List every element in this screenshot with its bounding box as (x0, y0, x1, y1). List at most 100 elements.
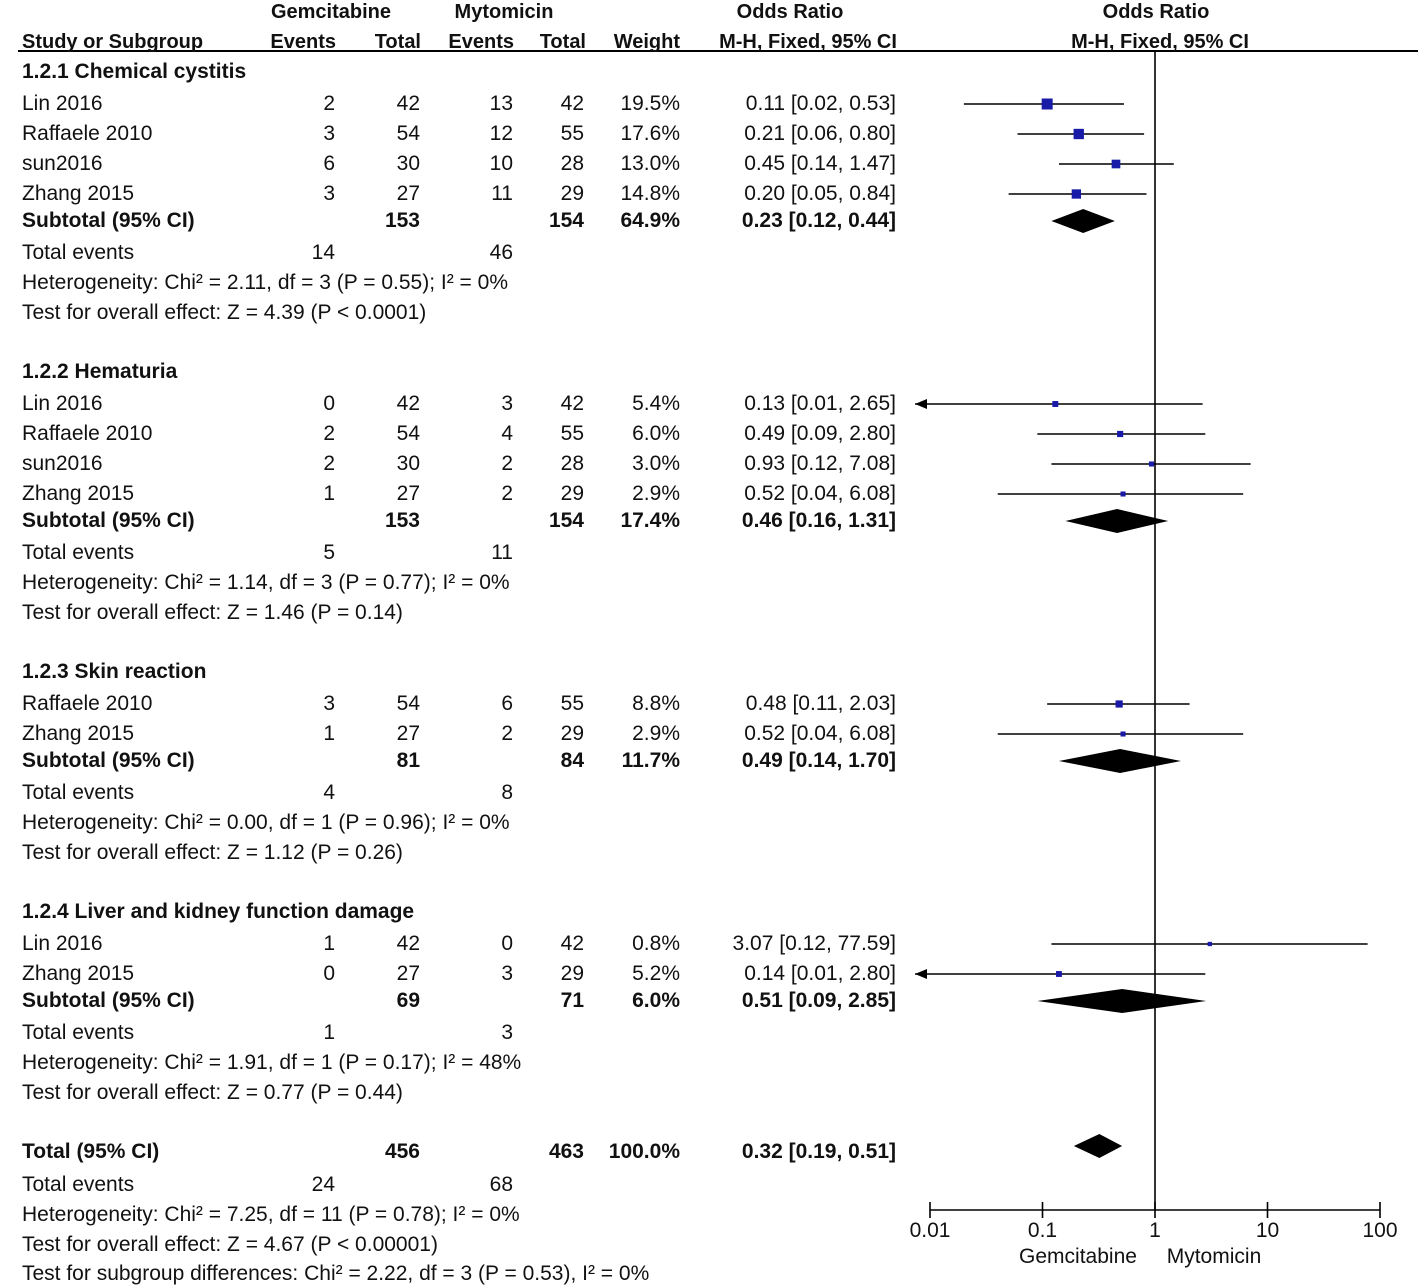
subtotal-group1-total: 69 (397, 989, 420, 1013)
group2-total: 55 (561, 692, 584, 716)
subtotal-odds-ratio: 0.23 [0.12, 0.44] (742, 209, 896, 233)
group1-total: 42 (397, 392, 420, 416)
group1-total: 54 (397, 122, 420, 146)
ci-arrow-left (915, 969, 927, 979)
group1-events: 3 (323, 182, 335, 206)
study-name: Zhang 2015 (22, 482, 134, 506)
overall-effect-text: Test for overall effect: Z = 1.12 (P = 0… (22, 841, 403, 865)
total-events-label: Total events (22, 1021, 134, 1045)
heterogeneity-text: Heterogeneity: Chi² = 1.91, df = 1 (P = … (22, 1051, 521, 1075)
total-group1-total: 456 (385, 1140, 420, 1164)
total-events-group2: 68 (490, 1173, 513, 1197)
study-weight: 2.9% (632, 482, 680, 506)
plot-method-header: M-H, Fixed, 95% CI (960, 30, 1360, 54)
x-tick-label: 100 (1180, 1219, 1418, 1243)
subtotal-group1-total: 153 (385, 509, 420, 533)
group1-events: 1 (323, 932, 335, 956)
overall-effect-text: Test for overall effect: Z = 0.77 (P = 0… (22, 1081, 403, 1105)
group1-events: 2 (323, 422, 335, 446)
study-name: Raffaele 2010 (22, 422, 152, 446)
subtotal-odds-ratio: 0.46 [0.16, 1.31] (742, 509, 896, 533)
group1-total-header: Total (375, 30, 421, 54)
group1-events: 3 (323, 692, 335, 716)
study-weight: 6.0% (632, 422, 680, 446)
total-events-group1: 24 (312, 1173, 335, 1197)
subtotal-weight: 11.7% (622, 749, 680, 773)
subtotal-group1-total: 81 (397, 749, 420, 773)
total-label: Total (95% CI) (22, 1140, 159, 1164)
group1-events: 0 (323, 962, 335, 986)
study-name: sun2016 (22, 452, 103, 476)
study-name: Zhang 2015 (22, 722, 134, 746)
study-point-marker (1052, 401, 1058, 407)
study-odds-ratio: 0.52 [0.04, 6.08] (744, 722, 896, 746)
group2-events: 2 (501, 452, 513, 476)
group1-total: 27 (397, 962, 420, 986)
group2-events: 4 (501, 422, 513, 446)
study-odds-ratio: 0.20 [0.05, 0.84] (744, 182, 896, 206)
group2-total: 29 (561, 482, 584, 506)
plot-title: Odds Ratio (956, 0, 1356, 24)
heterogeneity-text: Heterogeneity: Chi² = 1.14, df = 3 (P = … (22, 571, 510, 595)
group1-total: 27 (397, 722, 420, 746)
study-odds-ratio: 0.52 [0.04, 6.08] (744, 482, 896, 506)
group1-total: 54 (397, 692, 420, 716)
study-weight: 3.0% (632, 452, 680, 476)
group2-total: 28 (561, 452, 584, 476)
group2-events: 2 (501, 722, 513, 746)
total-events-label: Total events (22, 1173, 134, 1197)
study-odds-ratio: 0.93 [0.12, 7.08] (744, 452, 896, 476)
group1-total: 54 (397, 422, 420, 446)
group2-total: 42 (561, 932, 584, 956)
group2-events: 6 (501, 692, 513, 716)
study-point-marker (1042, 99, 1053, 110)
group2-events: 3 (501, 962, 513, 986)
group1-events: 6 (323, 152, 335, 176)
subtotal-group2-total: 71 (561, 989, 584, 1013)
total-events-group1: 14 (312, 241, 335, 265)
study-odds-ratio: 0.49 [0.09, 2.80] (744, 422, 896, 446)
ci-arrow-left (915, 399, 927, 409)
group1-total: 30 (397, 452, 420, 476)
total-events-group1: 5 (323, 541, 335, 565)
group1-total: 30 (397, 152, 420, 176)
total-events-group2: 46 (490, 241, 513, 265)
study-weight: 0.8% (632, 932, 680, 956)
total-events-group1: 4 (323, 781, 335, 805)
total-events-group2: 8 (501, 781, 513, 805)
study-point-marker (1056, 971, 1062, 977)
subtotal-group2-total: 84 (561, 749, 584, 773)
study-odds-ratio: 0.45 [0.14, 1.47] (744, 152, 896, 176)
study-weight: 19.5% (620, 92, 680, 116)
subgroup-title: 1.2.1 Chemical cystitis (22, 60, 246, 84)
subtotal-group2-total: 154 (549, 509, 584, 533)
group1-total: 27 (397, 482, 420, 506)
subgroup-differences-text: Test for subgroup differences: Chi² = 2.… (22, 1262, 649, 1286)
group2-events: 2 (501, 482, 513, 506)
group1-events-header: Events (270, 30, 336, 54)
study-point-marker (1208, 942, 1212, 946)
study-weight: 5.4% (632, 392, 680, 416)
total-events-group2: 11 (491, 541, 513, 565)
study-weight: 5.2% (632, 962, 680, 986)
overall-effect-text: Test for overall effect: Z = 4.39 (P < 0… (22, 301, 426, 325)
subtotal-odds-ratio: 0.51 [0.09, 2.85] (742, 989, 896, 1013)
study-odds-ratio: 0.11 [0.02, 0.53] (746, 92, 896, 116)
study-weight: 2.9% (632, 722, 680, 746)
study-weight: 8.8% (632, 692, 680, 716)
study-weight: 17.6% (620, 122, 680, 146)
heterogeneity-text: Heterogeneity: Chi² = 2.11, df = 3 (P = … (22, 271, 508, 295)
group2-total: 29 (561, 962, 584, 986)
subtotal-diamond (1037, 989, 1206, 1013)
subtotal-group1-total: 153 (385, 209, 420, 233)
subtotal-weight: 17.4% (620, 509, 680, 533)
study-name: Raffaele 2010 (22, 692, 152, 716)
study-name: Lin 2016 (22, 392, 103, 416)
study-point-marker (1074, 129, 1084, 139)
group1-total: 27 (397, 182, 420, 206)
subtotal-diamond (1059, 749, 1181, 773)
or-column-header: Odds Ratio (590, 0, 990, 24)
group1-events: 3 (323, 122, 335, 146)
study-point-marker (1072, 189, 1081, 198)
study-name: Lin 2016 (22, 92, 103, 116)
